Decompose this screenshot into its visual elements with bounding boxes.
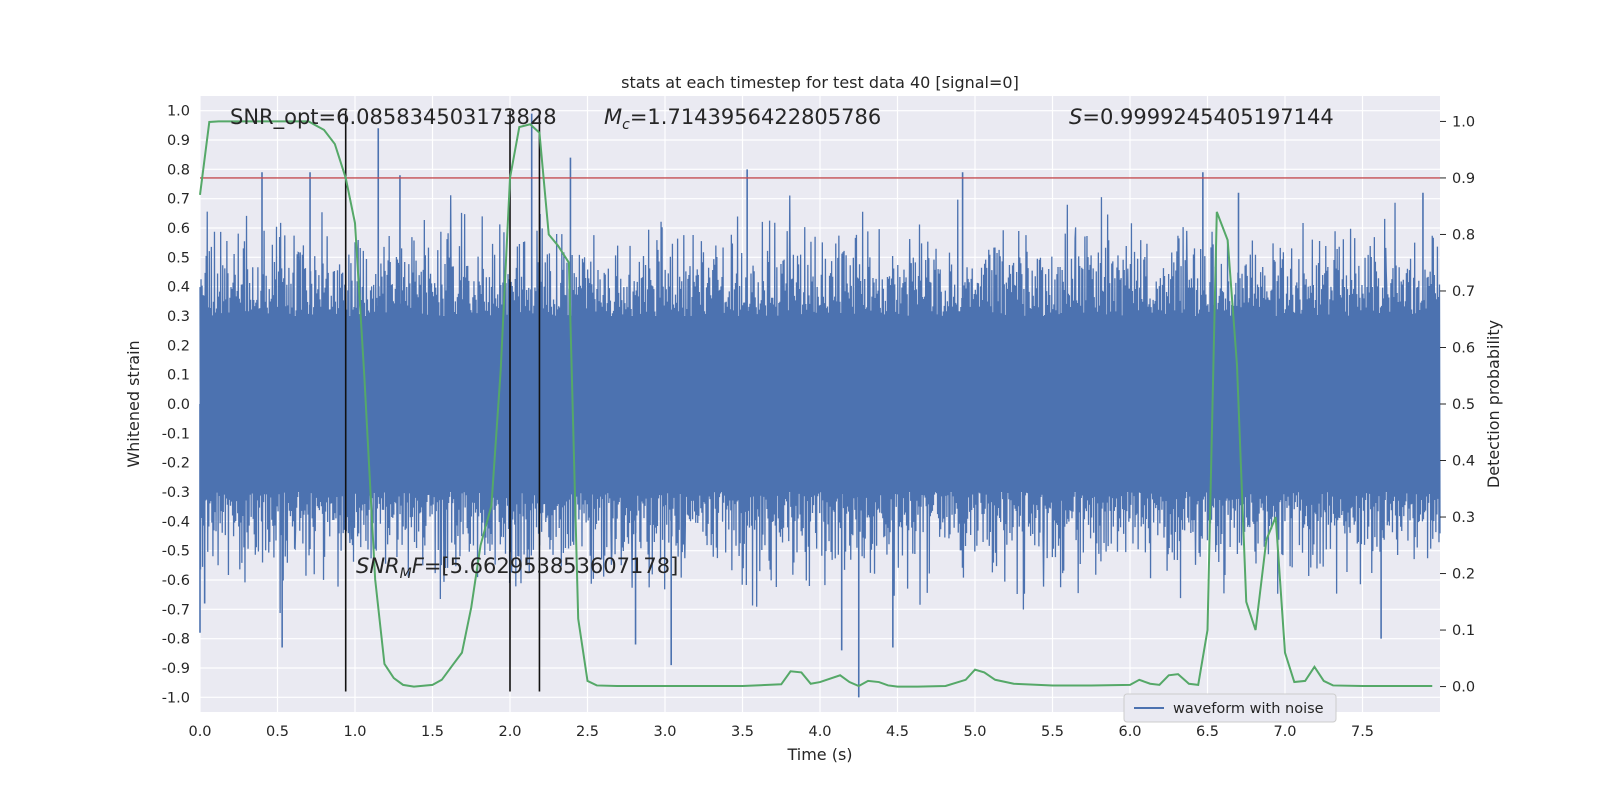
y2-tick-label: 0.9 <box>1452 171 1475 187</box>
y-tick-label: -1.0 <box>162 690 190 706</box>
chirp-mass-value: =1.7143956422805786 <box>630 105 881 129</box>
y-tick-label: -0.7 <box>162 602 190 618</box>
x-tick-label: 5.5 <box>1041 724 1064 740</box>
y-tick-label: 0.4 <box>167 280 190 296</box>
y2-axis-ticks: 1.0 0.9 0.8 0.7 0.6 0.5 0.4 0.3 0.2 0.1 0.0 <box>1440 114 1475 696</box>
vertical-markers <box>344 110 541 692</box>
y-tick-label: -0.2 <box>162 456 190 472</box>
s-symbol: S <box>1069 105 1082 129</box>
x-tick-label: 0.5 <box>266 724 289 740</box>
y2-tick-label: 0.2 <box>1452 567 1475 583</box>
chirp-mass-subscript: c <box>622 117 630 133</box>
y-tick-label: 0.2 <box>167 338 190 354</box>
y2-tick-label: 0.4 <box>1452 454 1475 470</box>
y2-tick-label: 0.0 <box>1452 680 1475 696</box>
x-tick-label: 6.0 <box>1118 724 1141 740</box>
y-tick-label: 0.8 <box>167 162 190 178</box>
chirp-mass-symbol: M <box>604 105 622 129</box>
s-value: =0.9999245405197144 <box>1082 105 1333 129</box>
snr-opt-annotation: SNR_opt=6.085834503173828 <box>230 105 557 130</box>
x-tick-label: 1.5 <box>421 724 444 740</box>
legend: waveform with noise <box>1123 693 1337 723</box>
y-tick-label: -0.5 <box>162 544 190 560</box>
x-tick-label: 3.5 <box>731 724 754 740</box>
x-tick-label: 7.5 <box>1351 724 1374 740</box>
y-tick-label: -0.1 <box>162 426 190 442</box>
y2-tick-label: 0.3 <box>1452 510 1475 526</box>
y-axis-ticks: 1.0 0.9 0.8 0.7 0.6 0.5 0.4 0.3 0.2 0.1 0.0 -0.1 -0.… <box>162 104 190 707</box>
y2-tick-label: 0.1 <box>1452 623 1475 639</box>
y-tick-label: 0.5 <box>167 250 190 266</box>
y-tick-label: 0.9 <box>167 133 190 149</box>
y2-tick-label: 0.6 <box>1452 340 1475 356</box>
x-tick-label: 4.0 <box>808 724 831 740</box>
chirp-mass-annotation: Mc=1.7143956422805786 <box>604 105 881 133</box>
snr-mf-annotation: SNRMF=[5.662953853607178] <box>356 554 678 582</box>
x-tick-label: 3.0 <box>653 724 676 740</box>
x-tick-label: 4.5 <box>886 724 909 740</box>
waveform-with-noise-series <box>199 113 1441 698</box>
y-tick-label: -0.4 <box>162 514 190 530</box>
x-tick-label: 5.0 <box>963 724 986 740</box>
y-tick-label: 0.6 <box>167 221 190 237</box>
x-tick-label: 6.5 <box>1196 724 1219 740</box>
waveform-core-band <box>200 316 1440 492</box>
y-tick-label: -0.6 <box>162 573 190 589</box>
y-tick-label: 0.3 <box>167 309 190 325</box>
chart-title: stats at each timestep for test data 40 … <box>621 73 1019 92</box>
y-tick-label: 0.7 <box>167 192 190 208</box>
snr-mf-subscript-tail: F <box>412 554 425 578</box>
legend-label-waveform: waveform with noise <box>1173 701 1324 717</box>
detection-probability-series <box>199 120 1433 688</box>
y2-axis-label: Detection probability <box>1484 320 1503 488</box>
legend-box <box>1123 693 1337 723</box>
snr-mf-subscript: M <box>400 566 412 582</box>
x-axis-ticks: 0.0 0.5 1.0 1.5 2.0 2.5 3.0 3.5 4.0 4.5 5.0 5.5 6.0 6… <box>188 724 1374 740</box>
y-tick-label: -0.8 <box>162 632 190 648</box>
x-tick-label: 7.0 <box>1273 724 1296 740</box>
snr-mf-symbol: SNR <box>356 554 400 578</box>
snr-mf-value: =[5.662953853607178] <box>424 554 678 578</box>
x-tick-label: 2.5 <box>576 724 599 740</box>
s-annotation: S=0.9999245405197144 <box>1069 105 1334 129</box>
y2-tick-label: 1.0 <box>1452 114 1475 130</box>
y-tick-label: 0.0 <box>167 397 190 413</box>
detection-probability-line <box>199 120 1433 688</box>
x-tick-label: 1.0 <box>343 724 366 740</box>
y-tick-label: -0.9 <box>162 661 190 677</box>
x-axis-label: Time (s) <box>786 745 852 764</box>
y-tick-label: 1.0 <box>167 104 190 120</box>
y2-tick-label: 0.5 <box>1452 397 1475 413</box>
x-tick-label: 2.0 <box>498 724 521 740</box>
y-tick-label: -0.3 <box>162 485 190 501</box>
x-tick-label: 0.0 <box>188 724 211 740</box>
y2-tick-label: 0.7 <box>1452 284 1475 300</box>
y-tick-label: 0.1 <box>167 368 190 384</box>
y2-tick-label: 0.8 <box>1452 227 1475 243</box>
y-axis-label: Whitened strain <box>124 340 143 467</box>
